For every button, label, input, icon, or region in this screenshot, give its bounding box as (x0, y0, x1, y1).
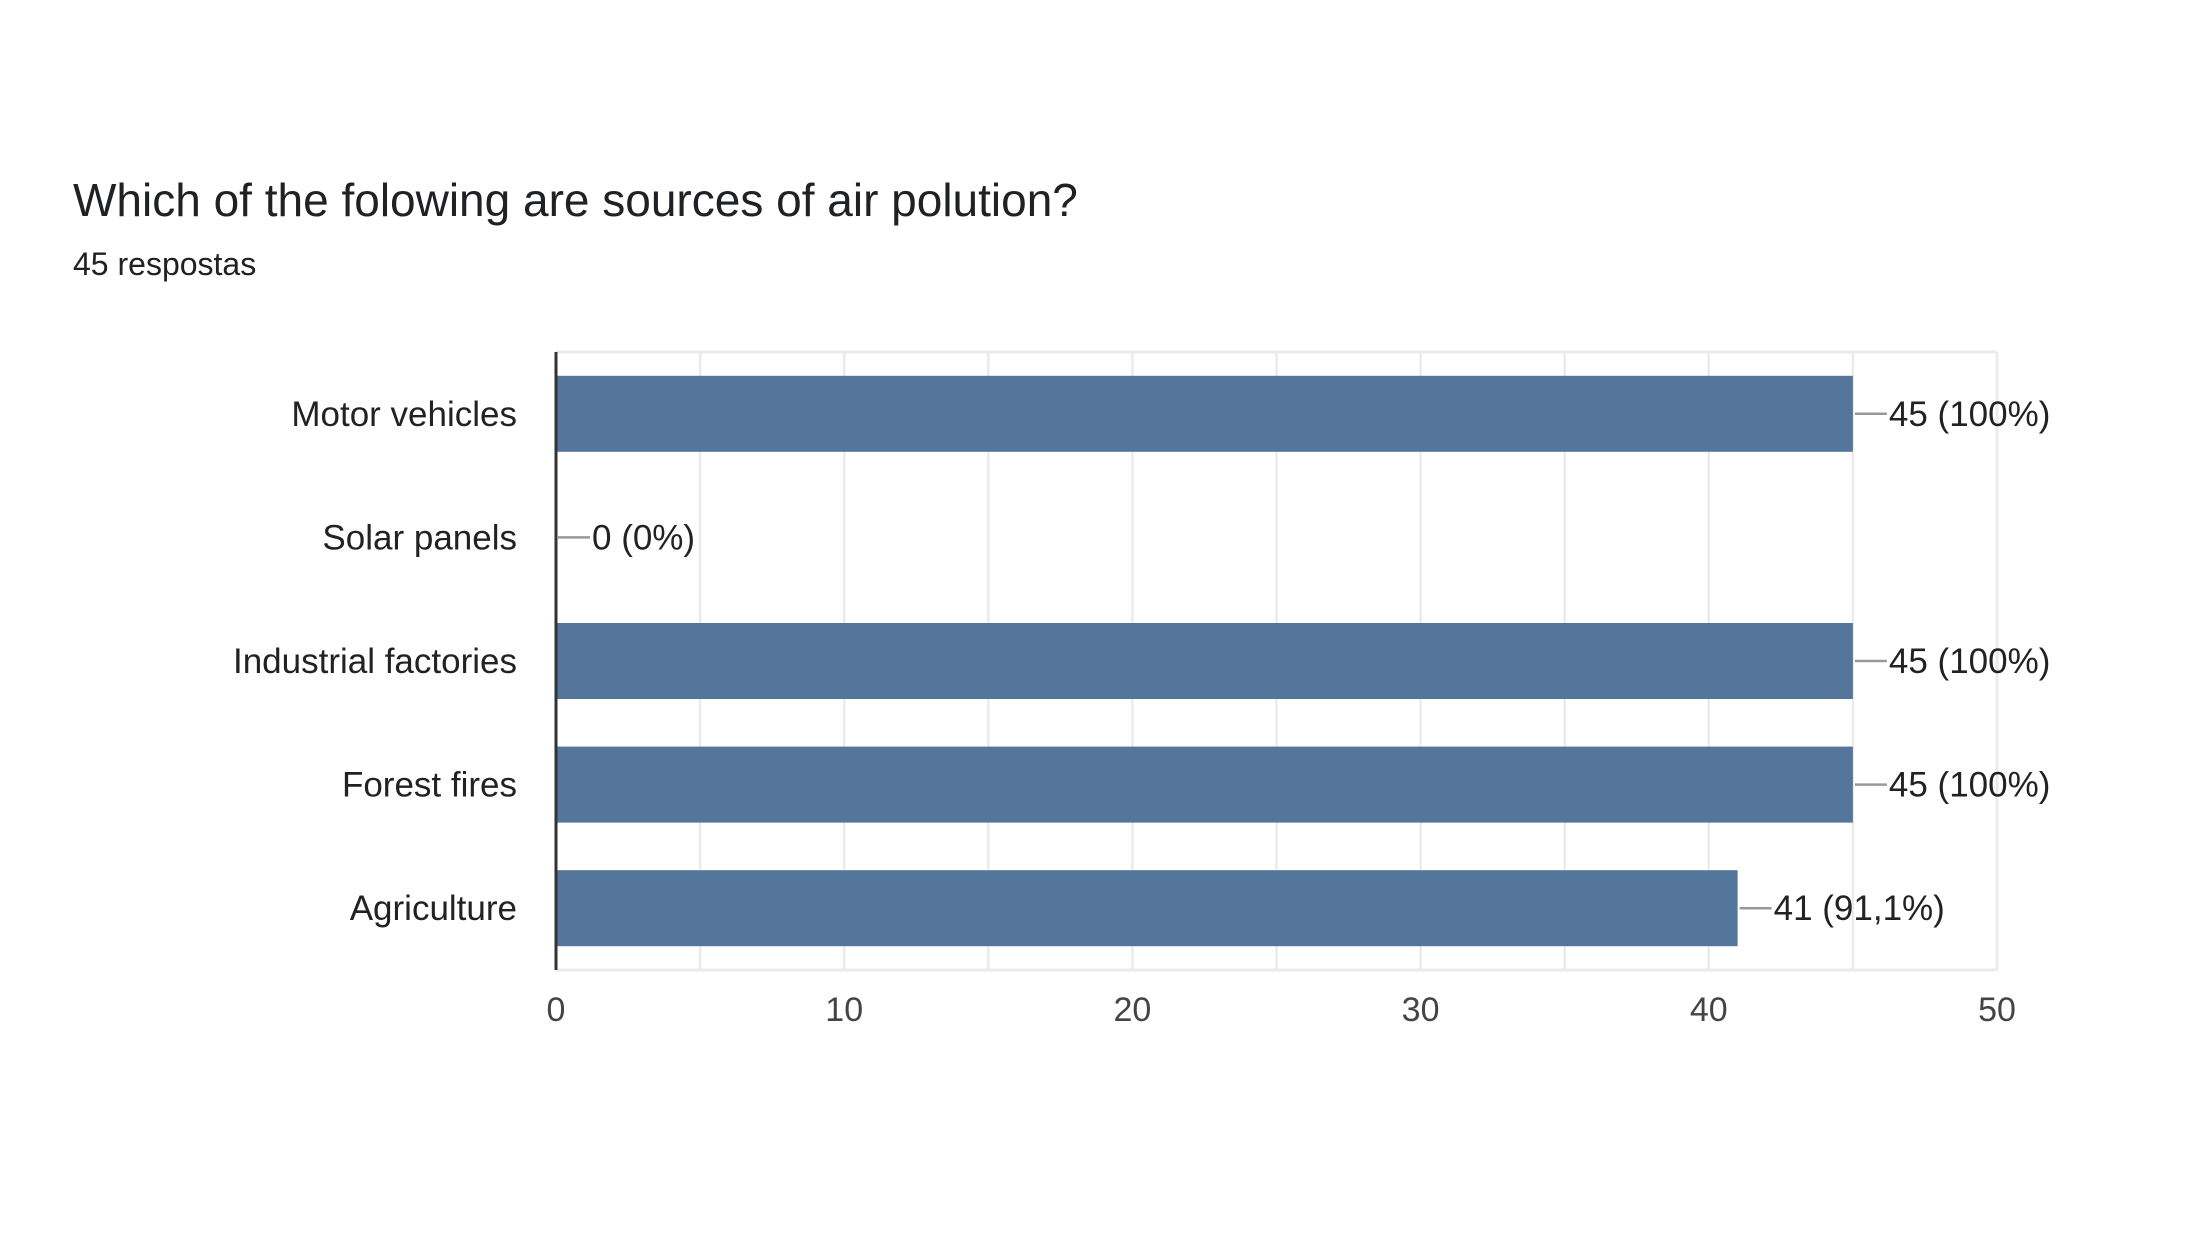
data-label: 0 (0%) (592, 518, 695, 557)
chart-title: Which of the folowing are sources of air… (73, 174, 1078, 226)
bar (556, 746, 1853, 823)
category-label: Agriculture (350, 889, 517, 928)
data-label: 45 (100%) (1889, 642, 2050, 681)
x-tick-label: 30 (1402, 991, 1440, 1029)
data-label: 41 (91,1%) (1774, 889, 1945, 928)
category-label: Solar panels (322, 518, 517, 557)
category-label: Industrial factories (233, 642, 517, 681)
response-count: 45 respostas (73, 246, 257, 282)
x-tick-label: 50 (1978, 991, 2016, 1029)
x-tick-label: 10 (825, 991, 863, 1029)
data-label: 45 (100%) (1889, 395, 2050, 434)
x-tick-label: 20 (1113, 991, 1151, 1029)
data-label: 45 (100%) (1889, 766, 2050, 805)
bar (556, 375, 1853, 452)
bar (556, 623, 1853, 699)
x-tick-label: 0 (547, 991, 566, 1029)
bar (556, 870, 1738, 947)
x-tick-label: 40 (1690, 991, 1728, 1029)
category-label: Motor vehicles (291, 395, 517, 434)
category-label: Forest fires (342, 766, 517, 805)
